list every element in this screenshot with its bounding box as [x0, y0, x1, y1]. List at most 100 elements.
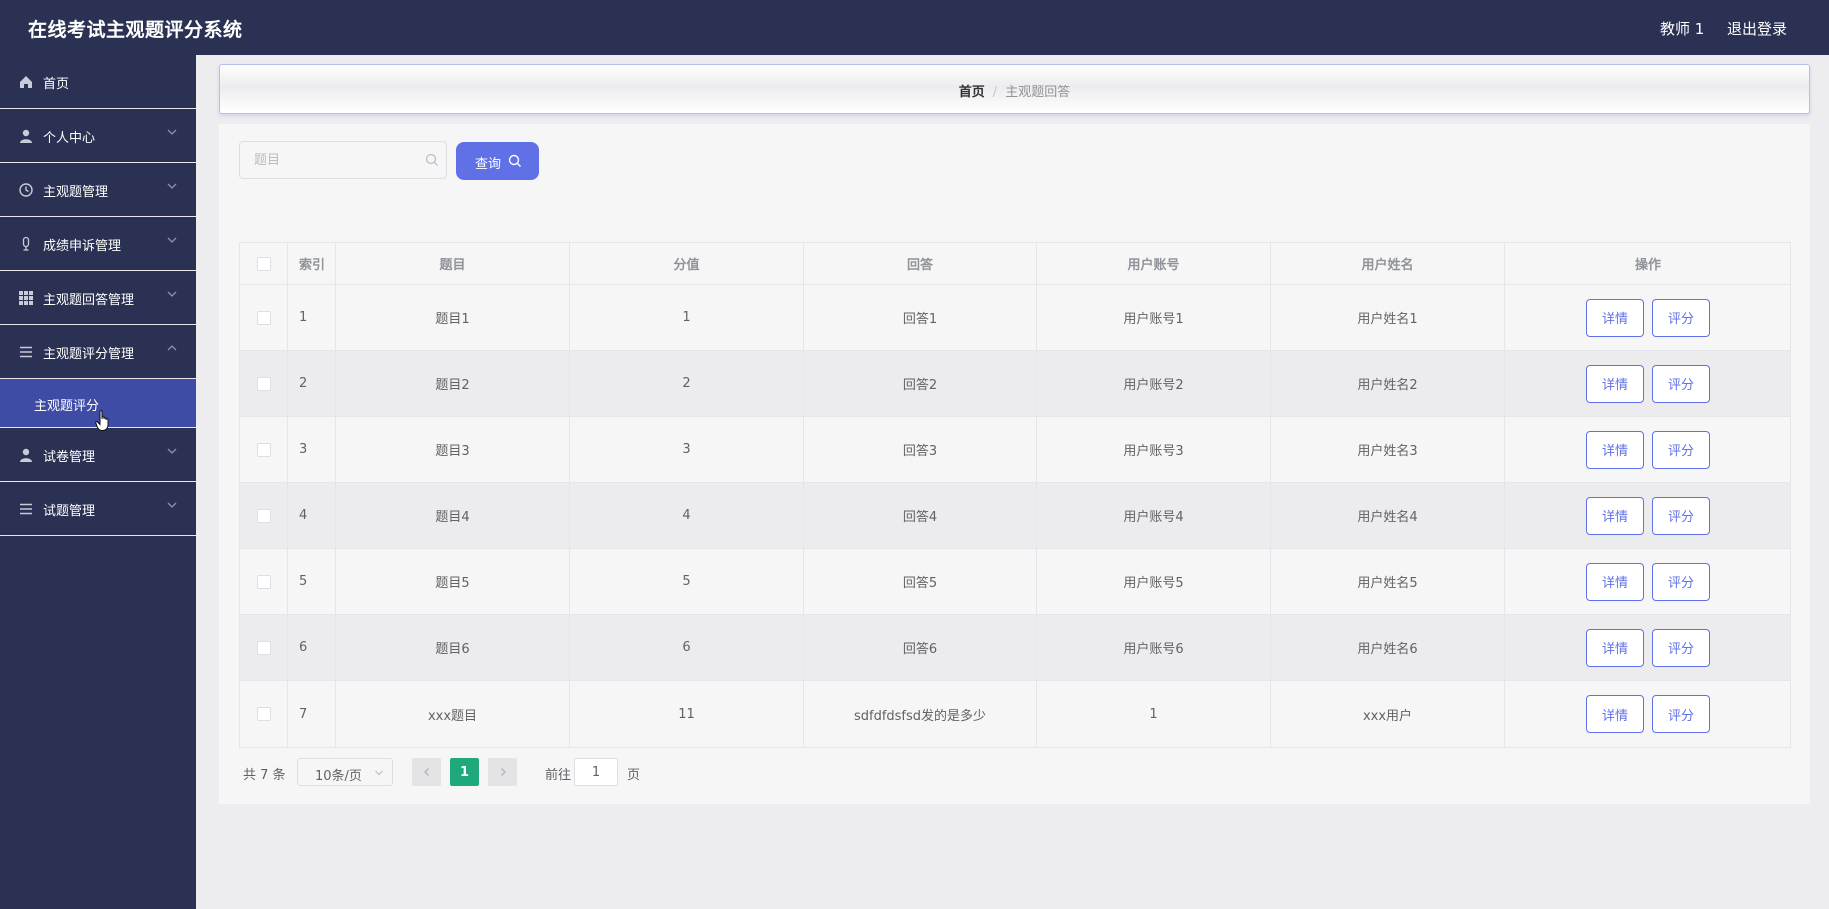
table-row: 2 题目2 2 回答2 用户账号2 用户姓名2 详情 评分 [240, 351, 1790, 417]
sidebar: 首页 个人中心 主观题管理 成绩申诉管理 主观题回答管理 主观题评分管理 主观题… [0, 55, 196, 909]
cell-index: 4 [288, 483, 336, 548]
page-number-current[interactable]: 1 [450, 758, 479, 786]
cell-title: 题目4 [336, 483, 570, 548]
detail-button[interactable]: 详情 [1586, 496, 1644, 535]
detail-button[interactable]: 详情 [1586, 298, 1644, 337]
table-row: 3 题目3 3 回答3 用户账号3 用户姓名3 详情 评分 [240, 417, 1790, 483]
cell-answer: 回答2 [804, 351, 1037, 416]
cell-answer: 回答1 [804, 285, 1037, 350]
detail-button[interactable]: 详情 [1586, 628, 1644, 667]
cell-actions: 详情 评分 [1505, 351, 1791, 416]
breadcrumb-card: 首页 / 主观题回答 [219, 64, 1810, 114]
grade-button[interactable]: 评分 [1652, 628, 1710, 667]
row-checkbox[interactable] [256, 508, 271, 523]
sidebar-item-grading-management[interactable]: 主观题评分管理 [0, 325, 196, 379]
detail-button[interactable]: 详情 [1586, 562, 1644, 601]
chevron-down-icon [167, 448, 177, 454]
header-title: 题目 [336, 243, 570, 284]
query-button-label: 查询 [475, 157, 502, 172]
header-actions: 操作 [1634, 258, 1661, 273]
table-row: 4 题目4 4 回答4 用户账号4 用户姓名4 详情 评分 [240, 483, 1790, 549]
cell-name: 用户姓名3 [1271, 417, 1505, 482]
grade-button[interactable]: 评分 [1652, 562, 1710, 601]
cell-title: xxx题目 [336, 681, 570, 747]
pagination-total: 共 7 条 [243, 768, 286, 783]
detail-button[interactable]: 详情 [1586, 695, 1644, 733]
sidebar-item-answer-management[interactable]: 主观题回答管理 [0, 271, 196, 325]
next-page-button[interactable] [488, 758, 517, 786]
app-title: 在线考试主观题评分系统 [28, 19, 243, 41]
search-field [239, 141, 447, 179]
breadcrumb-home[interactable]: 首页 [958, 85, 985, 100]
table-row: 7 xxx题目 11 sdfdfdsfsd发的是多少 1 xxx用户 详情 评分 [240, 681, 1790, 747]
prev-page-button[interactable] [412, 758, 441, 786]
detail-button[interactable]: 详情 [1586, 364, 1644, 403]
sidebar-item-label: 主观题评分管理 [43, 347, 135, 362]
chevron-down-icon [167, 183, 177, 189]
table-row: 6 题目6 6 回答6 用户账号6 用户姓名6 详情 评分 [240, 615, 1790, 681]
row-checkbox[interactable] [256, 376, 271, 391]
header-score: 分值 [570, 243, 804, 284]
sidebar-item-label: 成绩申诉管理 [43, 239, 122, 254]
pagination: 共 7 条 10条/页 1 前往 页 [239, 758, 839, 786]
grid-icon [19, 291, 33, 305]
cell-title: 题目6 [336, 615, 570, 680]
cell-account: 用户账号3 [1037, 417, 1271, 482]
row-checkbox[interactable] [256, 640, 271, 655]
cell-score: 2 [570, 351, 804, 416]
row-checkbox[interactable] [256, 310, 271, 325]
cell-account: 用户账号4 [1037, 483, 1271, 548]
page-suffix: 页 [627, 768, 641, 783]
search-input[interactable] [240, 142, 420, 178]
table-body: 1 题目1 1 回答1 用户账号1 用户姓名1 详情 评分 2 题目2 2 回答2 用户账号2 用户姓名2… [240, 285, 1790, 747]
sidebar-item-appeal-management[interactable]: 成绩申诉管理 [0, 217, 196, 271]
sidebar-item-label: 首页 [43, 77, 70, 92]
cell-answer: sdfdfdsfsd发的是多少 [804, 681, 1037, 747]
sidebar-item-home[interactable]: 首页 [0, 55, 196, 109]
query-button[interactable]: 查询 [456, 142, 539, 180]
cell-index: 1 [288, 285, 336, 350]
cell-index: 2 [288, 351, 336, 416]
cell-answer: 回答3 [804, 417, 1037, 482]
sidebar-item-question-management[interactable]: 试题管理 [0, 482, 196, 536]
row-checkbox[interactable] [256, 442, 271, 457]
goto-page-input[interactable] [574, 758, 618, 786]
detail-button[interactable]: 详情 [1586, 430, 1644, 469]
sidebar-item-subjective-management[interactable]: 主观题管理 [0, 163, 196, 217]
user-icon [20, 129, 32, 143]
header-name: 用户姓名 [1271, 243, 1505, 284]
cell-actions: 详情 评分 [1505, 483, 1791, 548]
chevron-down-icon [167, 129, 177, 135]
row-checkbox[interactable] [256, 707, 271, 721]
grade-button[interactable]: 评分 [1652, 430, 1710, 469]
cell-score: 5 [570, 549, 804, 614]
cell-title: 题目2 [336, 351, 570, 416]
clock-icon [19, 183, 33, 197]
breadcrumb-separator: / [992, 85, 998, 100]
logout-button[interactable]: 退出登录 [1727, 20, 1788, 38]
main-panel: 查询 索引 题目 分值 回答 用户账号 用户姓名 操作 1题目11回答1用户账号… [219, 124, 1810, 804]
table-row: 1 题目1 1 回答1 用户账号1 用户姓名1 详情 评分 [240, 285, 1790, 351]
sidebar-item-paper-management[interactable]: 试卷管理 [0, 428, 196, 482]
cell-index: 7 [288, 681, 336, 747]
grade-button[interactable]: 评分 [1652, 496, 1710, 535]
breadcrumb-current: 主观题回答 [1005, 85, 1071, 100]
grade-button[interactable]: 评分 [1652, 298, 1710, 337]
cell-index: 6 [288, 615, 336, 680]
chevron-down-icon [167, 291, 177, 297]
sidebar-item-label: 试卷管理 [43, 450, 96, 465]
grade-button[interactable]: 评分 [1652, 695, 1710, 733]
row-checkbox[interactable] [256, 574, 271, 589]
header-account: 用户账号 [1037, 243, 1271, 284]
user-icon [20, 448, 32, 462]
cell-score: 6 [570, 615, 804, 680]
grade-button[interactable]: 评分 [1652, 364, 1710, 403]
sidebar-item-personal-center[interactable]: 个人中心 [0, 109, 196, 163]
page-size-select[interactable]: 10条/页 [297, 758, 393, 786]
chevron-down-icon [167, 502, 177, 508]
select-all-checkbox[interactable] [256, 256, 271, 271]
sidebar-item-label: 个人中心 [43, 131, 96, 146]
cell-account: 用户账号2 [1037, 351, 1271, 416]
cell-account: 用户账号6 [1037, 615, 1271, 680]
breadcrumb: 首页 / 主观题回答 [220, 81, 1809, 100]
